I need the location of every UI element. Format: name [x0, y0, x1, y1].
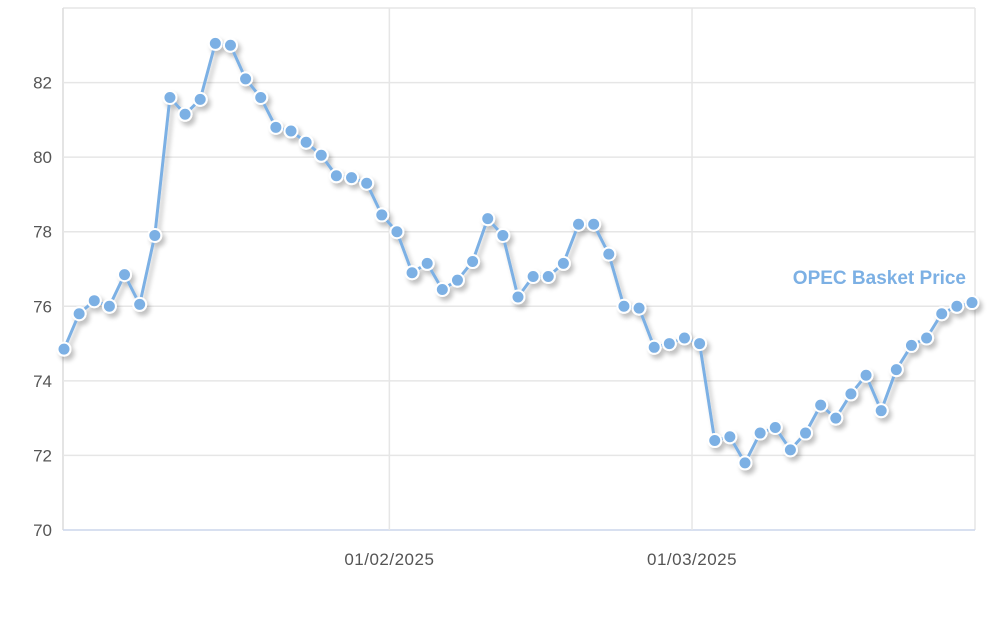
data-point[interactable]	[903, 337, 919, 353]
data-point[interactable]	[949, 298, 965, 314]
data-point[interactable]	[71, 306, 87, 322]
data-point[interactable]	[238, 71, 254, 87]
data-point[interactable]	[540, 268, 556, 284]
series-label: OPEC Basket Price	[793, 268, 966, 289]
data-point[interactable]	[737, 455, 753, 471]
data-point[interactable]	[222, 37, 238, 53]
data-point[interactable]	[843, 386, 859, 402]
y-tick-label: 74	[33, 372, 52, 391]
data-point[interactable]	[359, 175, 375, 191]
data-point[interactable]	[888, 362, 904, 378]
data-point[interactable]	[117, 267, 133, 283]
data-point[interactable]	[86, 293, 102, 309]
x-tick-label: 01/02/2025	[344, 550, 434, 569]
data-point[interactable]	[752, 425, 768, 441]
x-tick-label: 01/03/2025	[647, 550, 737, 569]
data-point[interactable]	[298, 134, 314, 150]
y-axis-ticks: 70 72 74 76 78 80 82	[33, 74, 52, 540]
data-point[interactable]	[828, 410, 844, 426]
data-point[interactable]	[646, 339, 662, 355]
data-point[interactable]	[555, 255, 571, 271]
data-point[interactable]	[782, 442, 798, 458]
data-point[interactable]	[177, 106, 193, 122]
data-point[interactable]	[56, 341, 72, 357]
data-point[interactable]	[283, 123, 299, 139]
data-point[interactable]	[495, 227, 511, 243]
series-opec-basket-price	[56, 35, 980, 471]
y-tick-label: 80	[33, 148, 52, 167]
data-point[interactable]	[465, 254, 481, 270]
data-point[interactable]	[661, 336, 677, 352]
data-point[interactable]	[101, 298, 117, 314]
data-point[interactable]	[207, 35, 223, 51]
data-point[interactable]	[525, 268, 541, 284]
data-point[interactable]	[268, 119, 284, 135]
data-point[interactable]	[692, 336, 708, 352]
data-point[interactable]	[722, 429, 738, 445]
data-point[interactable]	[313, 147, 329, 163]
data-point[interactable]	[404, 265, 420, 281]
y-tick-label: 78	[33, 223, 52, 242]
data-point[interactable]	[192, 91, 208, 107]
data-point[interactable]	[676, 330, 692, 346]
data-point[interactable]	[480, 211, 496, 227]
data-point[interactable]	[374, 207, 390, 223]
data-point[interactable]	[328, 168, 344, 184]
data-point[interactable]	[934, 306, 950, 322]
data-point[interactable]	[616, 298, 632, 314]
data-point[interactable]	[707, 433, 723, 449]
data-point[interactable]	[964, 295, 980, 311]
data-point[interactable]	[389, 224, 405, 240]
data-point[interactable]	[813, 397, 829, 413]
data-point[interactable]	[631, 300, 647, 316]
data-point[interactable]	[586, 216, 602, 232]
data-point[interactable]	[162, 89, 178, 105]
y-tick-label: 76	[33, 297, 52, 316]
grid	[62, 7, 976, 531]
data-point[interactable]	[147, 227, 163, 243]
data-point[interactable]	[858, 367, 874, 383]
data-point[interactable]	[873, 403, 889, 419]
x-axis-ticks: 01/02/2025 01/03/2025	[344, 550, 737, 569]
data-point[interactable]	[434, 282, 450, 298]
y-tick-label: 70	[33, 521, 52, 540]
data-point[interactable]	[449, 272, 465, 288]
y-tick-label: 72	[33, 446, 52, 465]
data-point[interactable]	[132, 296, 148, 312]
y-tick-label: 82	[33, 74, 52, 93]
data-point[interactable]	[253, 89, 269, 105]
data-point[interactable]	[798, 425, 814, 441]
data-point[interactable]	[767, 419, 783, 435]
data-point[interactable]	[571, 216, 587, 232]
data-point[interactable]	[919, 330, 935, 346]
data-point[interactable]	[510, 289, 526, 305]
data-point[interactable]	[601, 246, 617, 262]
data-point[interactable]	[344, 170, 360, 186]
data-point[interactable]	[419, 255, 435, 271]
